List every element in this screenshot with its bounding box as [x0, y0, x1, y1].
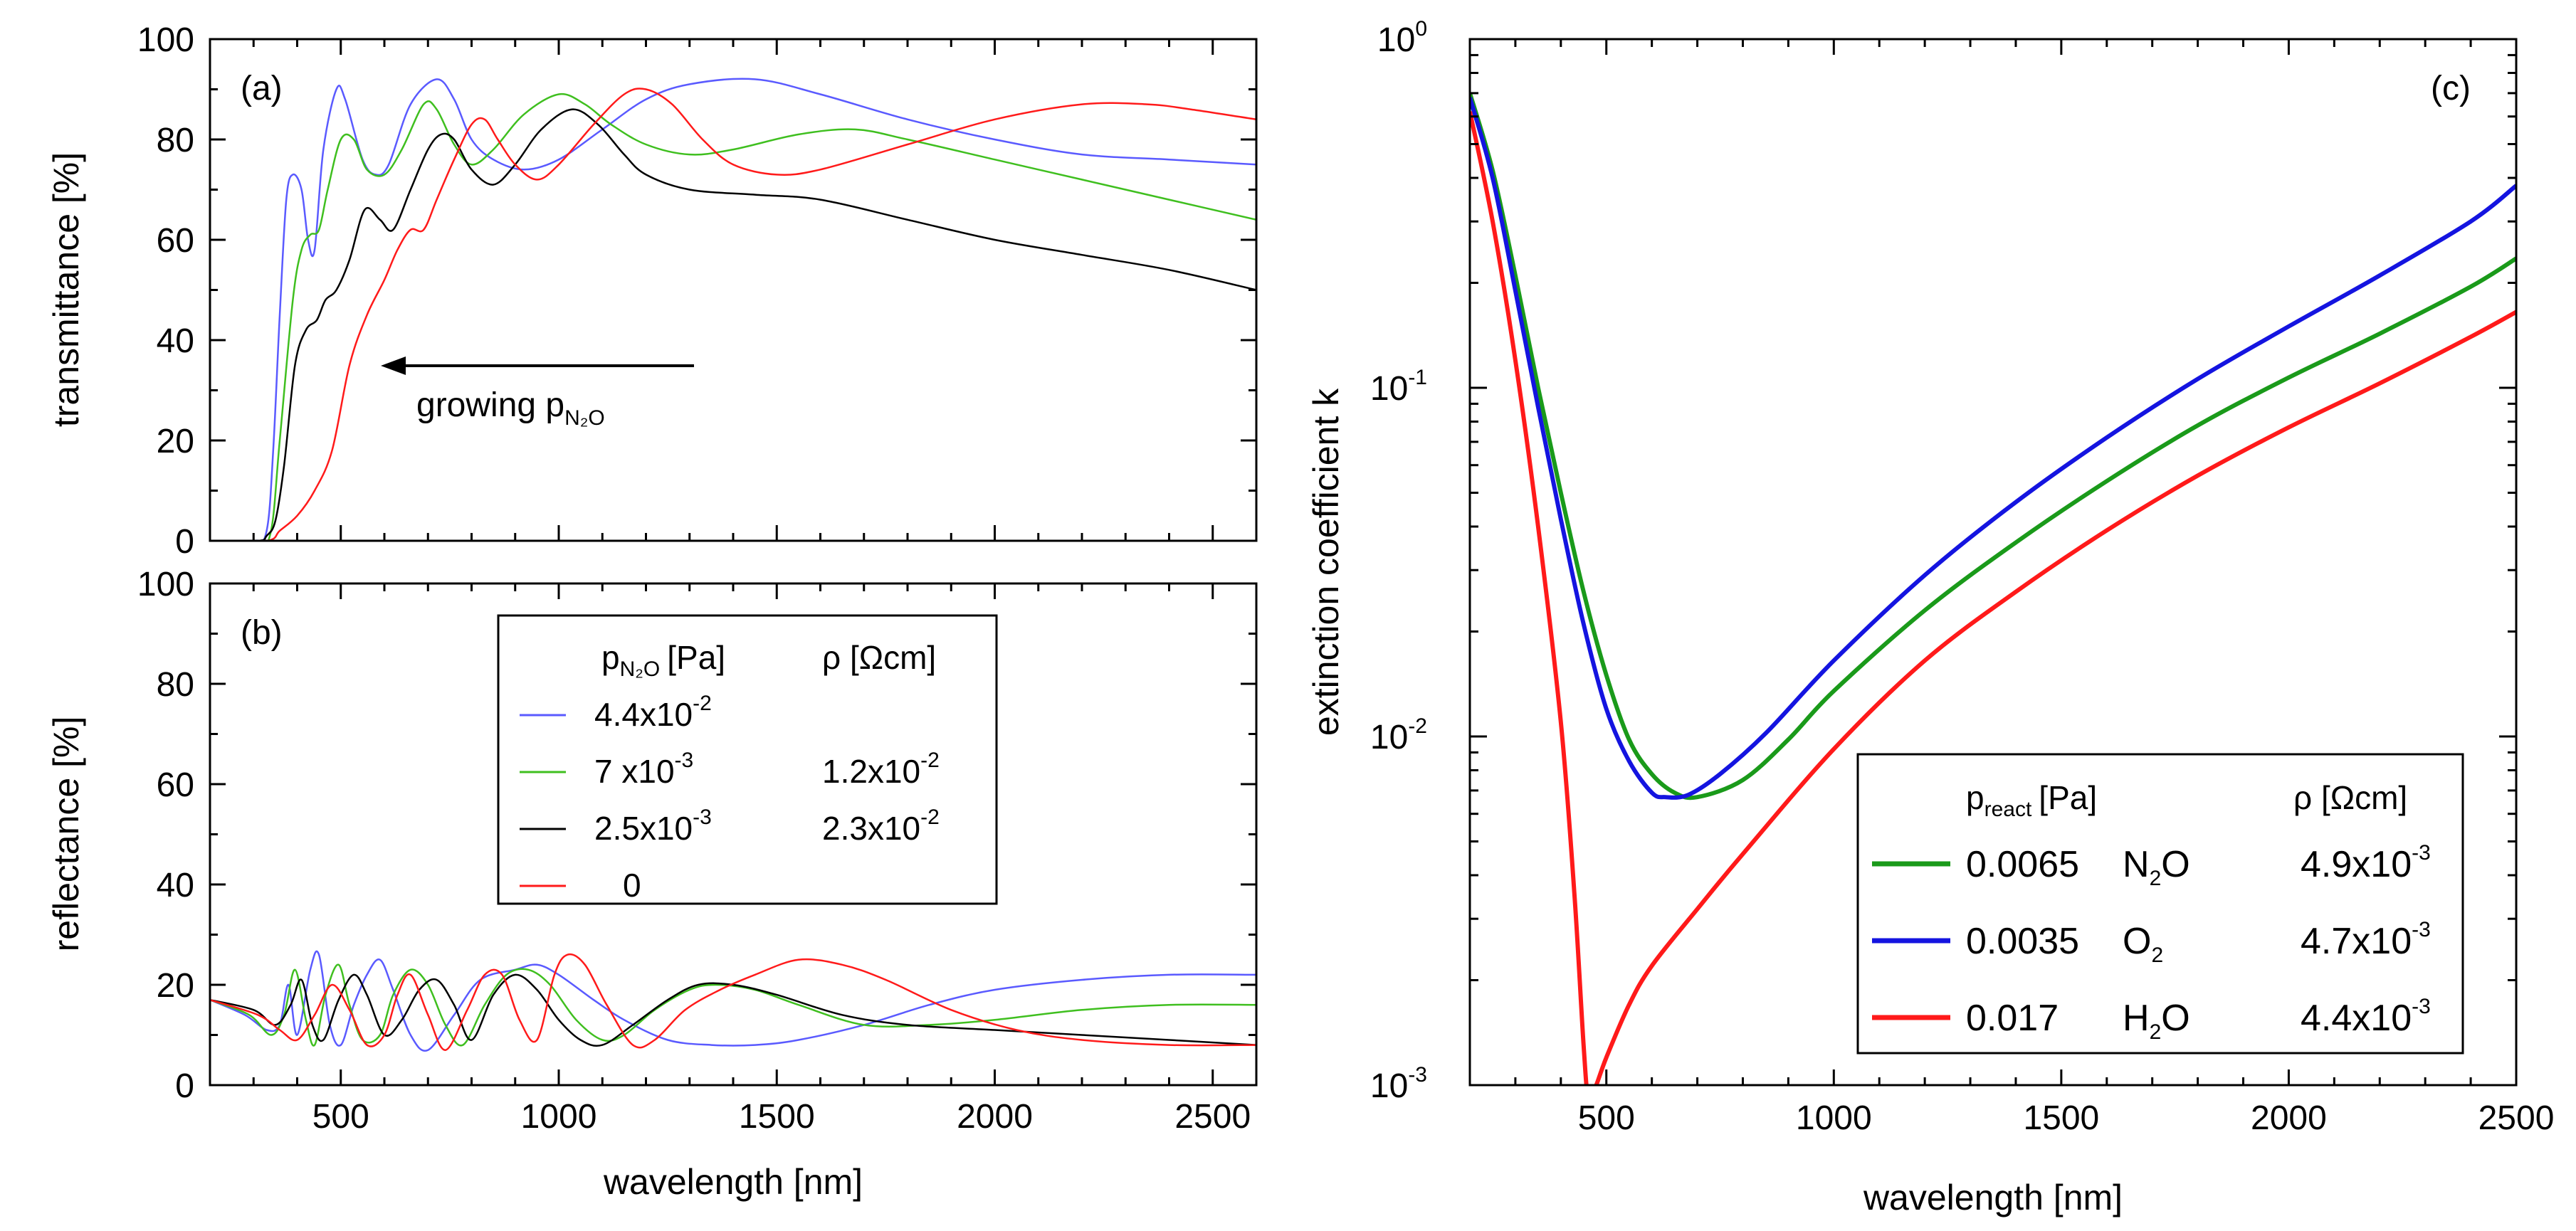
y-tick-label: 40: [157, 867, 194, 904]
legend-rows: 0.0065 N2O 4.9x10-3 0.0035 O2 4.7x10-3 0.017 H2…: [1872, 841, 2431, 1044]
series-line-a-1: [210, 93, 1256, 541]
y-tick-label: 20: [157, 423, 194, 460]
x-tick-label: 1500: [2023, 1099, 2099, 1137]
panel-b-series: [210, 950, 1256, 1052]
x-tick-label: 2000: [957, 1098, 1033, 1136]
panel-b-legend: pN₂O [Pa] ρ [Ωcm] 4.4x10-2 7 x10-3 1.2x10-2…: [497, 614, 998, 905]
legend-pressure: 0.017: [1966, 998, 2059, 1039]
panel-c-ticks: 500 1000 1500 2000 2500 10-3 10-2 10-1 100: [1370, 17, 2554, 1137]
annotation-arrowhead: [381, 356, 406, 375]
panel-b-xlabel: wavelength [nm]: [603, 1162, 863, 1202]
y-tick-label: 80: [157, 666, 194, 704]
legend-resistivity: 4.9x10-3: [2301, 841, 2431, 885]
legend-pressure: 0: [623, 867, 641, 904]
y-tick-label: 0: [175, 523, 194, 561]
legend-header-rho: ρ [Ωcm]: [822, 639, 936, 676]
panel-b-reflectance: 500 1000 1500 2000 2500 0 20 40 60 80 100 (b) refl…: [46, 566, 1258, 1202]
panel-c-legend: preact [Pa] ρ [Ωcm] 0.0065 N2O 4.9x10-30.00…: [1856, 753, 2464, 1055]
x-tick-label: 500: [312, 1098, 369, 1136]
legend-pressure: 2.5x10-3: [594, 805, 712, 847]
series-line-b-2: [210, 973, 1256, 1047]
series-line-a-3: [210, 88, 1256, 541]
y-tick-label: 60: [157, 222, 194, 260]
legend-resistivity: 2.3x10-2: [822, 805, 940, 847]
panel-b-ylabel: reflectance [%]: [46, 717, 86, 952]
panel-c-series: [1470, 93, 2516, 1085]
panel-c-extinction: 500 1000 1500 2000 2500 10-3 10-2 10-1 100 (c) e…: [1306, 17, 2554, 1217]
legend-pressure: 0.0035: [1966, 921, 2079, 962]
y-tick-label: 20: [157, 967, 194, 1005]
x-tick-label: 1000: [1796, 1099, 1872, 1137]
series-line-b-3: [210, 953, 1256, 1051]
y-tick-label: 60: [157, 766, 194, 804]
legend-header-rho: ρ [Ωcm]: [2293, 779, 2407, 816]
y-tick-label: 0: [175, 1067, 194, 1105]
y-tick-label: 10-1: [1370, 366, 1427, 408]
panel-c-xlabel: wavelength [nm]: [1863, 1178, 2123, 1217]
legend-resistivity: 4.4x10-3: [2301, 995, 2431, 1039]
legend-box: [1856, 753, 2464, 1055]
y-tick-label: 10-2: [1370, 714, 1427, 756]
series-line-c-0: [1470, 93, 2516, 801]
annotation-text: growing pN₂O: [416, 386, 605, 430]
panel-b-ticks: 500 1000 1500 2000 2500 0 20 40 60 80 100: [137, 566, 1258, 1136]
x-tick-label: 2000: [2251, 1099, 2327, 1137]
y-tick-label: 10-3: [1370, 1063, 1427, 1105]
panel-c-ylabel: extinction coefficient k: [1306, 388, 1346, 736]
legend-pressure: 7 x10-3: [594, 749, 693, 790]
x-tick-label: 1000: [521, 1098, 597, 1136]
series-line-c-1: [1470, 97, 2516, 800]
legend-pressure: 0.0065: [1966, 844, 2079, 885]
panel-c-label: (c): [2431, 70, 2471, 107]
panel-a-ticks: 0 20 40 60 80 100: [137, 21, 1258, 561]
y-tick-label: 80: [157, 122, 194, 159]
panel-b-label: (b): [241, 614, 283, 652]
panel-a-frame: [209, 38, 1258, 542]
legend-header-p: preact [Pa]: [1966, 779, 2097, 821]
legend-gas: H2O: [2123, 998, 2190, 1044]
legend-pressure: 4.4x10-2: [594, 692, 712, 733]
panel-a-series: [210, 78, 1256, 541]
panel-a-ylabel: transmittance [%]: [46, 152, 86, 427]
legend-gas: O2: [2123, 921, 2163, 967]
x-tick-label: 500: [1578, 1099, 1635, 1137]
series-line-a-0: [210, 78, 1256, 541]
series-line-c-2: [1470, 111, 2516, 1085]
series-line-b-0: [210, 950, 1256, 1052]
y-tick-label: 100: [137, 566, 194, 603]
x-tick-label: 1500: [739, 1098, 815, 1136]
legend-resistivity: 4.7x10-3: [2301, 918, 2431, 962]
panel-a-transmittance: 0 20 40 60 80 100 (a) transmittance [%] growi…: [46, 21, 1258, 561]
series-line-a-2: [210, 108, 1256, 541]
legend-box: [497, 614, 998, 905]
y-tick-label: 40: [157, 322, 194, 360]
panel-c-frame: [1468, 38, 2518, 1087]
legend-resistivity: 1.2x10-2: [822, 749, 940, 790]
panel-a-label: (a): [241, 70, 283, 107]
x-tick-label: 2500: [1174, 1098, 1251, 1136]
y-tick-label: 100: [137, 21, 194, 59]
x-tick-label: 2500: [2478, 1099, 2555, 1137]
legend-header-p: pN₂O [Pa]: [601, 639, 725, 681]
legend-rows: 4.4x10-2 7 x10-3 1.2x10-2 2.5x10-3 2.3x10-2 0: [520, 692, 940, 904]
legend-gas: N2O: [2123, 844, 2190, 890]
y-tick-label: 100: [1377, 17, 1427, 59]
series-line-b-1: [210, 963, 1256, 1047]
growing-pressure-annotation: growing pN₂O: [381, 356, 694, 430]
